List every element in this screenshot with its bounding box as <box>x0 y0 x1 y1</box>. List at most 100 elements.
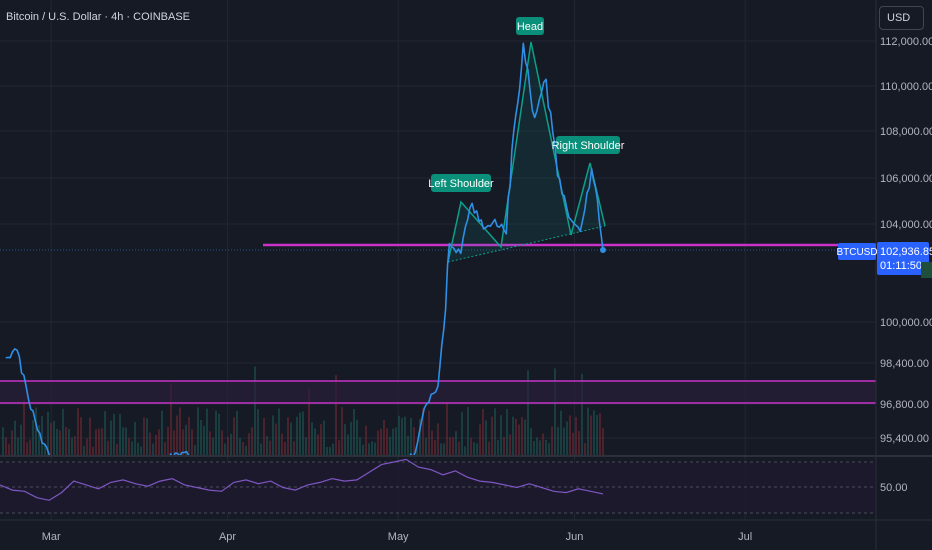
volume-bar <box>545 439 547 455</box>
support-zones <box>0 243 876 404</box>
volume-bar <box>476 443 478 455</box>
volume-bar <box>593 410 595 455</box>
chart-grid <box>0 0 876 520</box>
volume-bar <box>92 446 94 455</box>
volume-bar <box>452 437 454 455</box>
volume-bar <box>8 443 10 455</box>
volume-bar <box>491 416 493 455</box>
rsi-pane <box>0 455 932 514</box>
volume-bar <box>482 409 484 455</box>
currency-button[interactable]: USD <box>879 6 924 30</box>
volume-bar <box>245 445 247 455</box>
volume-bar <box>377 430 379 455</box>
volume-bar <box>527 370 529 455</box>
volume-bar <box>296 416 298 455</box>
volume-bar <box>314 428 316 455</box>
volume-bar <box>284 442 286 455</box>
volume-bar <box>485 420 487 455</box>
y-tick-label: 112,000.00 <box>880 36 932 48</box>
volume-bar <box>308 388 310 455</box>
volume-bar <box>443 443 445 455</box>
volume-bar <box>125 427 127 455</box>
volume-bar <box>59 430 61 455</box>
volume-bar <box>185 424 187 455</box>
volume-bar <box>74 436 76 455</box>
volume-bar <box>401 417 403 455</box>
volume-bar <box>281 433 283 455</box>
rsi-line <box>0 458 604 501</box>
volume-bar <box>581 373 583 455</box>
volume-bar <box>176 415 178 455</box>
volume-bar <box>29 439 31 455</box>
axis-marker <box>921 262 932 278</box>
head-label-bg <box>516 17 544 35</box>
symbol-badge: BTCUSD <box>836 243 878 260</box>
volume-bar <box>596 415 598 455</box>
volume-bar <box>365 425 367 455</box>
volume-bar <box>419 418 421 455</box>
volume-bar <box>425 437 427 455</box>
volume-bar <box>299 412 301 455</box>
volume-bar <box>155 434 157 455</box>
pattern-outline <box>447 41 606 263</box>
x-tick-label: Jul <box>738 531 752 543</box>
volume-bar <box>197 407 199 455</box>
y-tick-label: 95,400.00 <box>880 433 929 445</box>
left-shoulder-label-text: Left Shoulder <box>428 178 494 190</box>
volume-bar <box>551 426 553 455</box>
volume-bar <box>227 436 229 455</box>
volume-bar <box>560 410 562 455</box>
volume-bar <box>23 399 25 455</box>
y-tick-label: 106,000.00 <box>880 173 932 185</box>
right-shoulder-label-bg <box>556 136 620 154</box>
volume-bar <box>329 446 331 455</box>
volume-bar <box>386 428 388 455</box>
volume-bar <box>524 419 526 455</box>
y-tick-label: 100,000.00 <box>880 317 932 329</box>
volume-bar <box>164 442 166 455</box>
volume-bar <box>461 412 463 455</box>
volume-bar <box>221 430 223 455</box>
price-series <box>5 42 606 455</box>
volume-bar <box>449 437 451 455</box>
volume-bar <box>341 407 343 455</box>
volume-bar <box>71 437 73 455</box>
volume-bar <box>17 437 19 455</box>
volume-bar <box>347 434 349 455</box>
volume-bar <box>440 443 442 455</box>
volume-bar <box>437 423 439 455</box>
volume-bar <box>536 437 538 455</box>
volume-bar <box>434 440 436 455</box>
volume-bar <box>338 440 340 455</box>
volume-bar <box>332 443 334 455</box>
volume-bar <box>479 424 481 455</box>
volume-bar <box>518 424 520 455</box>
volume-bar <box>206 408 208 455</box>
volume-bar <box>506 409 508 455</box>
volume-bar <box>602 428 604 455</box>
rsi-level-label: 50.00 <box>880 482 908 494</box>
volume-bar <box>380 428 382 455</box>
volume-bar <box>104 411 106 455</box>
last-price-badge: 102,936.85 01:11:50 <box>877 242 932 275</box>
volume-bar <box>422 408 424 455</box>
volume-bar <box>584 443 586 455</box>
volume-bar <box>260 443 262 455</box>
left-shoulder-label: Left Shoulder <box>428 174 494 192</box>
y-tick-label: 104,000.00 <box>880 219 932 231</box>
volume-bar <box>542 433 544 455</box>
volume-bar <box>233 417 235 455</box>
volume-bar <box>293 441 295 455</box>
volume-bar <box>494 408 496 455</box>
volume-bar <box>275 423 277 455</box>
volume-bar <box>458 441 460 455</box>
volume-bar <box>416 446 418 455</box>
volume-bar <box>173 430 175 455</box>
right-shoulder-label: Right Shoulder <box>552 136 625 154</box>
volume-bar <box>563 427 565 455</box>
volume-bar <box>326 446 328 455</box>
volume-bar <box>254 366 256 455</box>
volume-bar <box>350 421 352 455</box>
